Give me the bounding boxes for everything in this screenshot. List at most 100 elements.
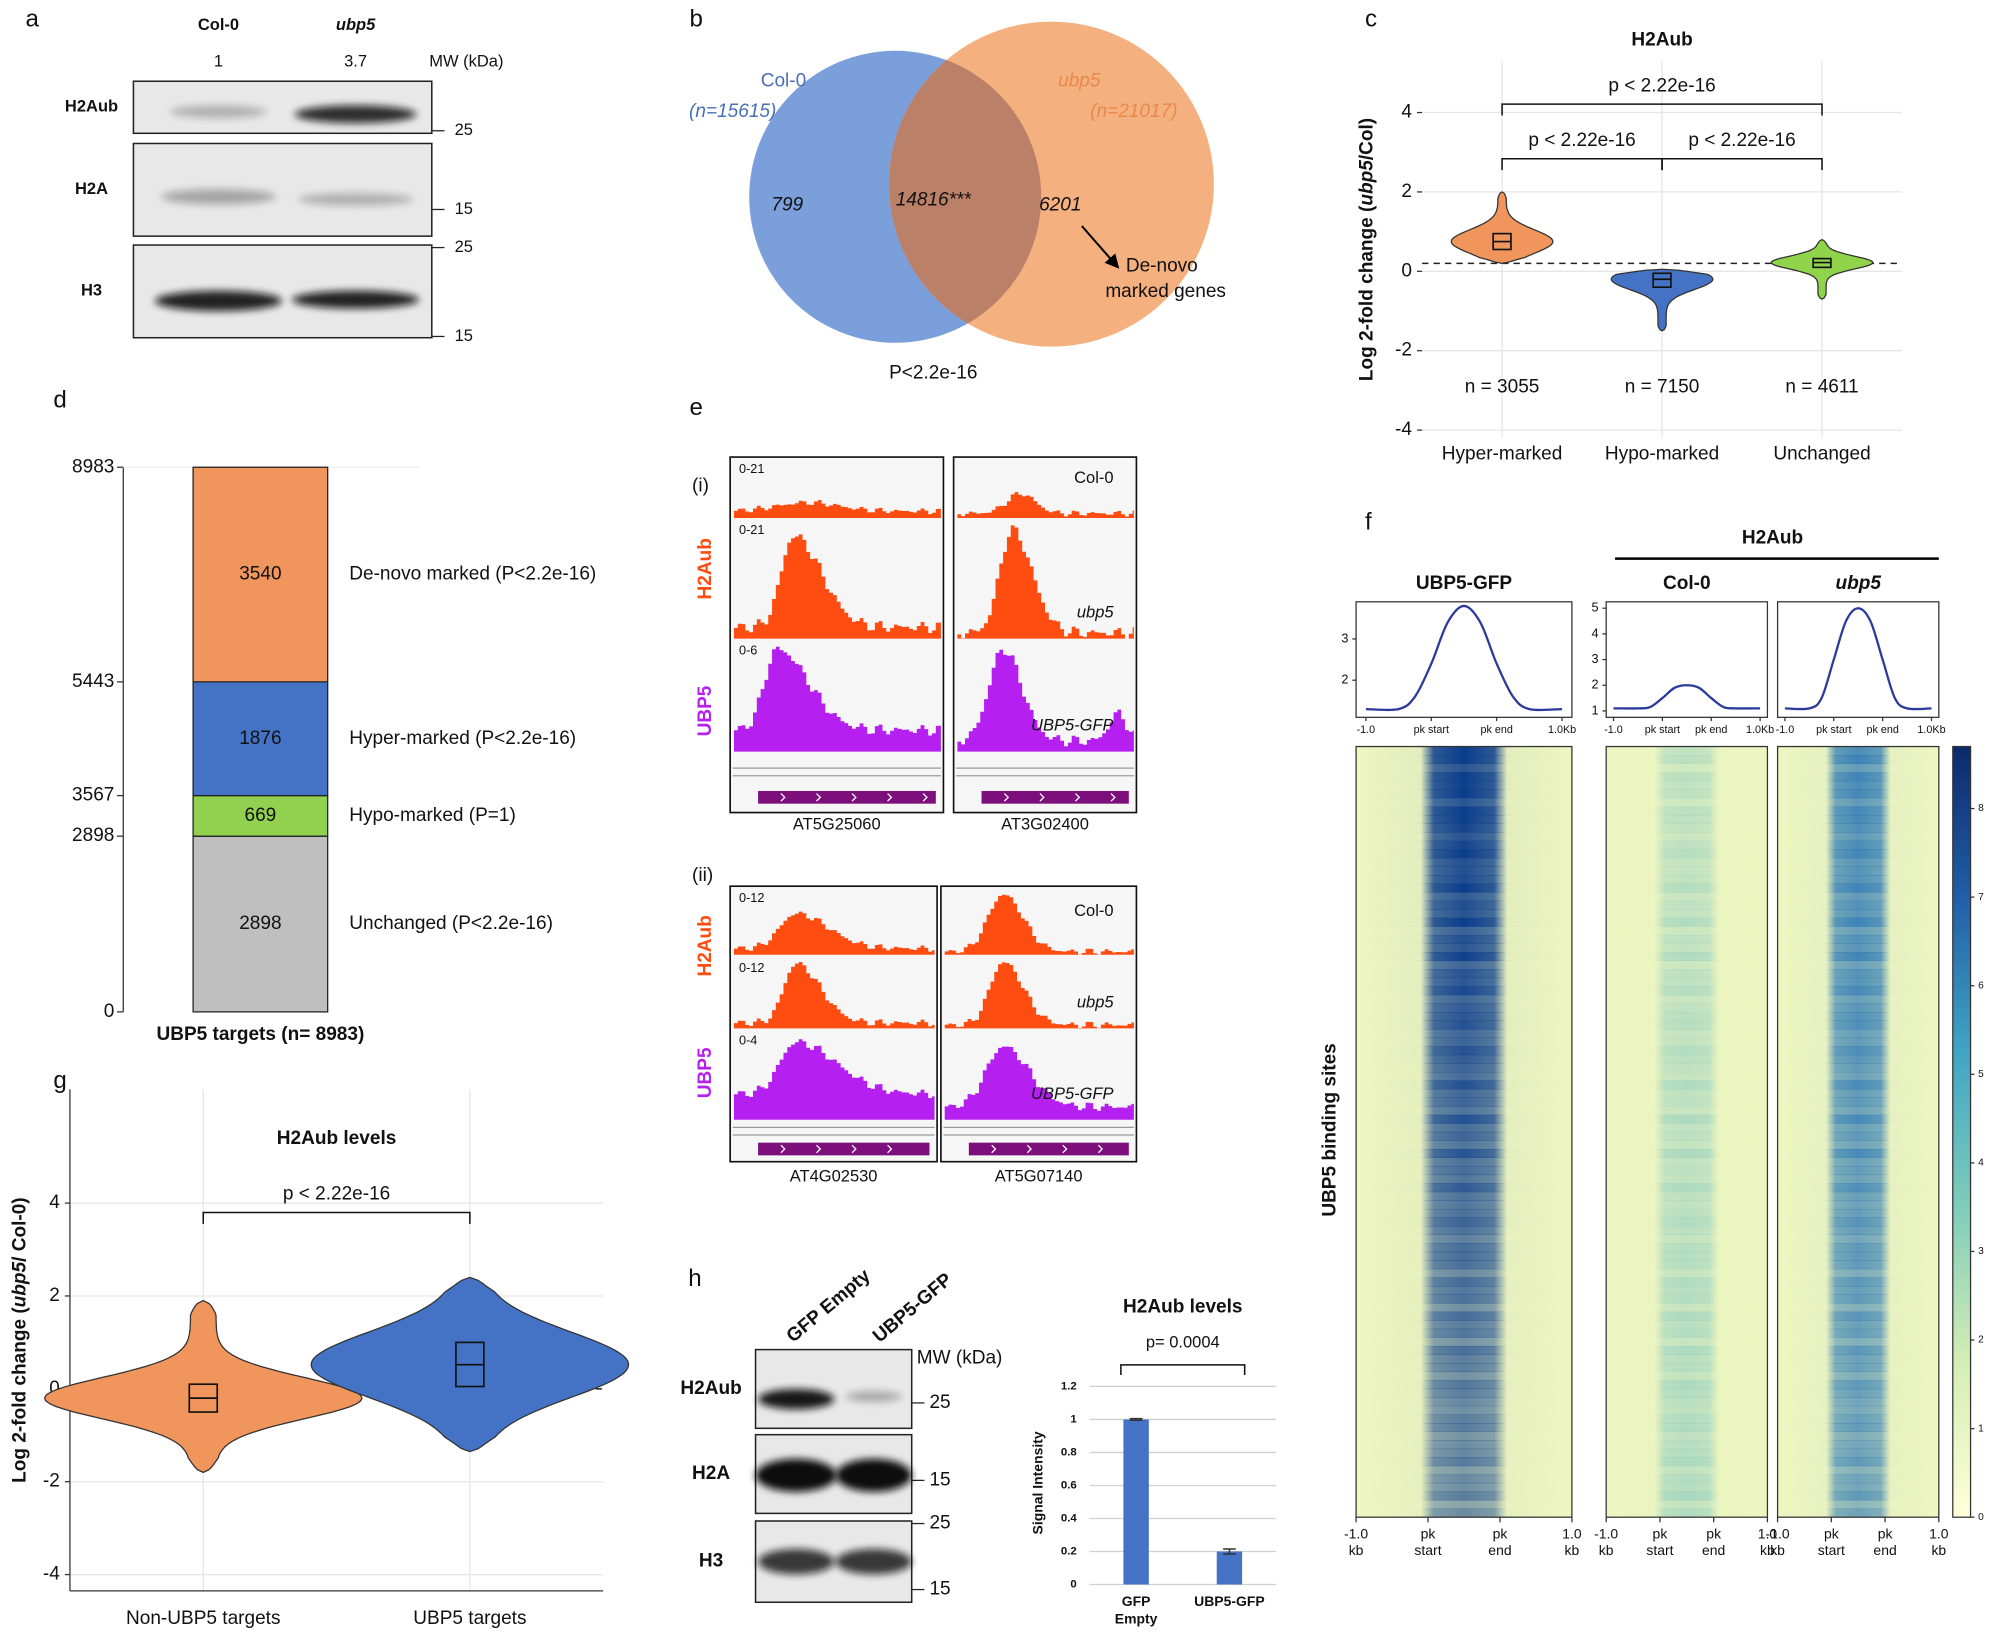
heatmap-row bbox=[1777, 952, 1939, 961]
heatmap-row bbox=[1356, 1474, 1572, 1484]
heatmap-row bbox=[1356, 1148, 1572, 1158]
colorbar-label: 7 bbox=[1978, 892, 1984, 903]
signal-track bbox=[957, 492, 1134, 519]
heatmap-row bbox=[1777, 1500, 1939, 1510]
track-name: UBP5-GFP bbox=[1031, 717, 1114, 735]
heatmap-row bbox=[1606, 806, 1768, 816]
heatmap-row bbox=[1606, 1217, 1768, 1227]
range-label: 0-21 bbox=[739, 462, 764, 476]
x-tick-label: 1.0Kb bbox=[1746, 724, 1774, 736]
y-axis-label-part: / Col-0) bbox=[9, 1197, 30, 1262]
heatmap-row bbox=[1777, 1440, 1939, 1450]
colorbar-label: 3 bbox=[1978, 1246, 1984, 1257]
heatmap-row bbox=[1356, 1320, 1572, 1330]
track-name: ubp5 bbox=[1077, 993, 1115, 1011]
heatmap-row bbox=[1356, 1423, 1572, 1432]
heatmap-row bbox=[1777, 1157, 1939, 1167]
x-tick-label: pk start bbox=[1414, 724, 1449, 736]
heatmap-row bbox=[1777, 1431, 1939, 1441]
heatmap-row bbox=[1606, 840, 1768, 850]
heatmap-row bbox=[1356, 1011, 1572, 1021]
y-tick-label: 3567 bbox=[72, 785, 114, 806]
heatmap-row bbox=[1606, 926, 1768, 936]
x-tick-label: pk bbox=[1493, 1526, 1508, 1542]
panel-label: h bbox=[688, 1265, 701, 1292]
heatmap-row bbox=[1606, 1500, 1768, 1510]
venn-overlap bbox=[888, 50, 1042, 343]
heatmap-row bbox=[1356, 994, 1572, 1004]
heatmap-row bbox=[1777, 1303, 1939, 1313]
heatmap-row bbox=[1356, 1405, 1572, 1415]
x-tick-label: kb bbox=[1931, 1542, 1946, 1558]
heatmap-row bbox=[1356, 1208, 1572, 1218]
x-tick-label: pk end bbox=[1866, 724, 1898, 736]
row-label: H2A bbox=[692, 1463, 730, 1484]
mw-marker: 25 bbox=[929, 1392, 950, 1413]
heatmap-row bbox=[1777, 755, 1939, 765]
heatmap-row bbox=[1606, 1071, 1768, 1081]
heatmap-row bbox=[1606, 1431, 1768, 1441]
heatmap-row bbox=[1356, 986, 1572, 996]
heatmap-row bbox=[1356, 1363, 1572, 1373]
heatmap-row bbox=[1356, 1311, 1572, 1321]
heatmap-row bbox=[1777, 1345, 1939, 1355]
heatmap-row bbox=[1606, 1337, 1768, 1347]
y-axis-label-part: /Col) bbox=[1357, 118, 1378, 160]
quantification: 1 bbox=[214, 53, 223, 71]
heatmap-row bbox=[1606, 1260, 1768, 1270]
heatmap-row bbox=[1606, 986, 1768, 996]
heatmap-row bbox=[1606, 1277, 1768, 1287]
heatmap-row bbox=[1356, 1131, 1572, 1141]
colorbar-label: 5 bbox=[1978, 1069, 1984, 1080]
x-tick-label: kb bbox=[1770, 1542, 1785, 1558]
panel-label: e bbox=[690, 394, 703, 421]
heatmap-row bbox=[1356, 1106, 1572, 1116]
heatmap-row bbox=[1606, 1311, 1768, 1321]
heatmap-row bbox=[1356, 1371, 1572, 1381]
heatmap-row bbox=[1606, 1414, 1768, 1424]
heatmap-row bbox=[1777, 1226, 1939, 1236]
heatmap-row bbox=[1777, 874, 1939, 884]
n-label: n = 7150 bbox=[1625, 376, 1700, 397]
chart-title: H2Aub levels bbox=[1123, 1297, 1243, 1318]
heatmap-row bbox=[1356, 789, 1572, 799]
panel-label: a bbox=[26, 6, 40, 33]
mark-label: UBP5 bbox=[695, 685, 716, 736]
gene-strand bbox=[816, 793, 822, 802]
panel-label: g bbox=[53, 1067, 66, 1094]
heatmap-row bbox=[1777, 1131, 1939, 1141]
heatmap-row bbox=[1356, 1508, 1572, 1518]
heatmap-row bbox=[1777, 1089, 1939, 1098]
heatmap-row bbox=[1606, 1226, 1768, 1236]
gene-strand bbox=[1003, 793, 1010, 802]
heatmap-row bbox=[1606, 1380, 1768, 1390]
gene-name: AT5G07140 bbox=[995, 1167, 1083, 1185]
heatmap-row bbox=[1356, 1448, 1572, 1458]
arrow bbox=[1081, 225, 1120, 269]
profile-frame bbox=[1605, 601, 1769, 718]
y-tick-label: 0.4 bbox=[1061, 1512, 1078, 1524]
heatmap-row bbox=[1356, 823, 1572, 833]
heatmap-row bbox=[1356, 1251, 1572, 1261]
heatmap-row bbox=[1606, 1363, 1768, 1373]
gene-strand bbox=[887, 793, 893, 802]
gene-name: AT4G02530 bbox=[790, 1167, 878, 1185]
mw-marker: 25 bbox=[455, 121, 473, 139]
heatmap-row bbox=[1356, 952, 1572, 961]
series-label: De-novo marked (P<2.2e-16) bbox=[349, 564, 596, 585]
range-label: 0-6 bbox=[739, 644, 757, 658]
heatmap-row bbox=[1356, 1354, 1572, 1364]
heatmap-row bbox=[1356, 977, 1572, 987]
heatmap-row bbox=[1606, 1003, 1768, 1013]
y-tick-label: 0.6 bbox=[1061, 1479, 1077, 1491]
heatmap-row bbox=[1356, 1029, 1572, 1039]
p-value: P<2.2e-16 bbox=[889, 362, 977, 383]
heatmap-row bbox=[1777, 1285, 1939, 1295]
x-tick-label: pk bbox=[1878, 1526, 1893, 1542]
heatmap-row bbox=[1356, 917, 1572, 927]
heatmap-row bbox=[1777, 1423, 1939, 1432]
heatmap-row bbox=[1606, 1106, 1768, 1116]
heatmap-row bbox=[1777, 1037, 1939, 1047]
heatmap-row bbox=[1606, 1465, 1768, 1475]
